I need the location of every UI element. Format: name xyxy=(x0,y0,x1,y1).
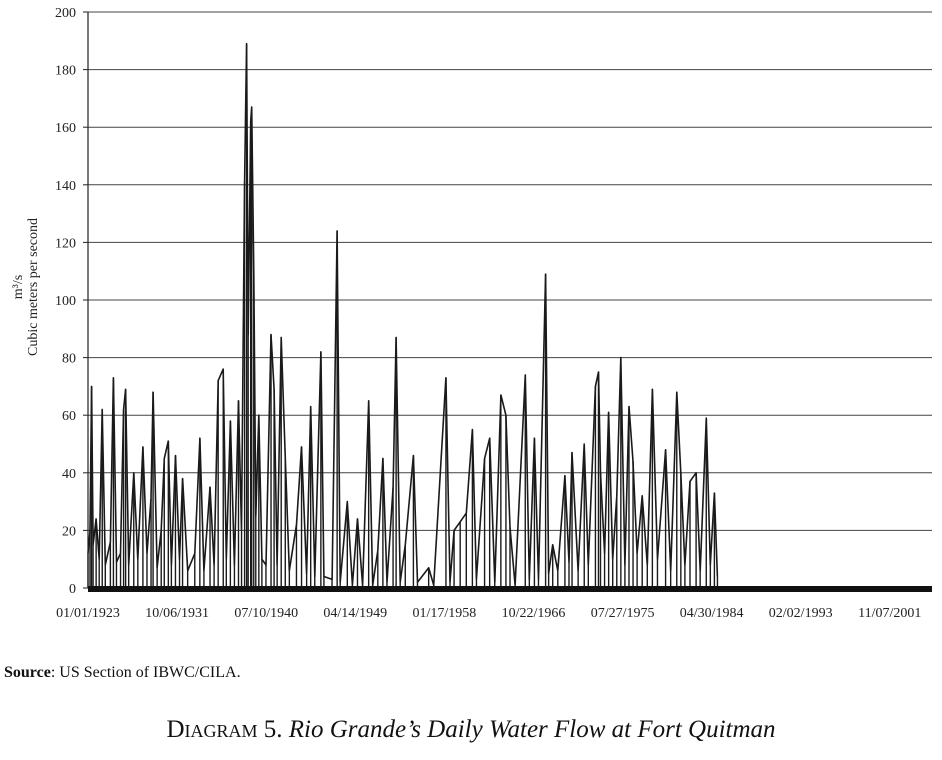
x-tick-label: 10/06/1931 xyxy=(145,606,209,621)
caption-title: Rio Grande’s Daily Water Flow at Fort Qu… xyxy=(288,716,776,743)
x-tick-label: 10/22/1966 xyxy=(502,606,566,621)
zero-flow-baseline xyxy=(88,586,932,592)
y-tick-label: 20 xyxy=(62,524,76,539)
caption-number: Diagram 5. xyxy=(166,716,283,743)
figure-caption: Diagram 5. Rio Grande’s Daily Water Flow… xyxy=(0,716,942,744)
y-tick-label: 80 xyxy=(62,352,76,367)
y-gridlines xyxy=(83,11,932,589)
y-tick-label: 60 xyxy=(62,409,76,424)
x-tick-label: 04/30/1984 xyxy=(680,606,744,621)
x-tick-label: 04/14/1949 xyxy=(323,606,387,621)
source-end: . xyxy=(236,664,241,681)
y-tick-labels: 0 20 40 60 80 100 120 140 160 180 200 xyxy=(55,6,76,597)
flow-chart: 0 20 40 60 80 100 120 140 160 180 200 01/01/1923 10… xyxy=(11,6,932,621)
y-tick-label: 0 xyxy=(69,582,76,597)
source-org: IBWC/CILA xyxy=(153,664,237,681)
y-tick-label: 160 xyxy=(55,121,76,136)
x-tick-label: 01/01/1923 xyxy=(56,606,120,621)
x-tick-label: 07/27/1975 xyxy=(591,606,655,621)
x-tick-labels: 01/01/1923 10/06/1931 07/10/1940 04/14/1949… xyxy=(56,606,921,621)
x-tick-label: 07/10/1940 xyxy=(234,606,298,621)
y-tick-label: 200 xyxy=(55,6,76,21)
source-note: Source: US Section of IBWC/CILA. xyxy=(4,664,241,682)
x-tick-label: 01/17/1958 xyxy=(412,606,476,621)
y-tick-label: 180 xyxy=(55,64,76,79)
y-tick-label: 100 xyxy=(55,294,76,309)
y-axis-unit: m³/s xyxy=(11,275,26,299)
y-tick-label: 40 xyxy=(62,467,76,482)
y-tick-label: 140 xyxy=(55,179,76,194)
y-tick-label: 120 xyxy=(55,236,76,251)
x-tick-label: 02/02/1993 xyxy=(769,606,833,621)
x-tick-label: 11/07/2001 xyxy=(858,606,921,621)
source-text: : US Section of xyxy=(50,664,154,681)
source-label: Source xyxy=(4,664,51,681)
flow-series xyxy=(87,42,719,588)
y-axis-label: Cubic meters per second xyxy=(26,218,41,356)
